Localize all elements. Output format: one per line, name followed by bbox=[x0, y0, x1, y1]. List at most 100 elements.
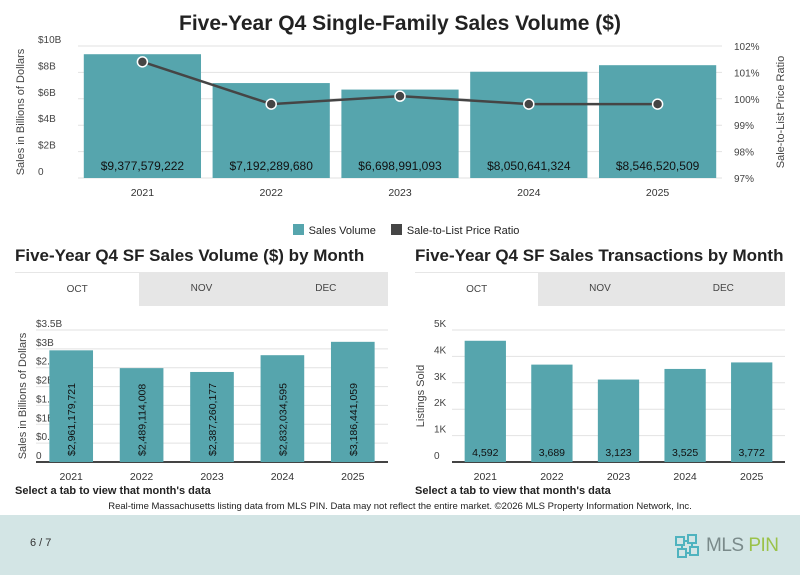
bar bbox=[341, 89, 459, 178]
y-tick-label: 5K bbox=[434, 319, 447, 330]
ratio-point bbox=[265, 98, 277, 110]
legend-label: Sales Volume bbox=[308, 225, 376, 237]
y-tick-label: $2B bbox=[38, 141, 56, 152]
main-chart-legend: Sales Volume Sale-to-List Price Ratio bbox=[0, 224, 800, 237]
x-tick-label: 2024 bbox=[517, 187, 541, 199]
tab-dec[interactable]: DEC bbox=[712, 283, 734, 294]
ratio-point bbox=[394, 90, 406, 102]
y-tick-label: $1B bbox=[36, 413, 54, 424]
y-tick-label: $6B bbox=[38, 88, 56, 99]
bar bbox=[531, 364, 573, 462]
y-right-tick-label: 98% bbox=[734, 148, 754, 159]
x-tick-label: 2023 bbox=[388, 187, 412, 199]
bar-data-label: $8,050,641,324 bbox=[487, 159, 571, 173]
y-right-tick-label: 100% bbox=[734, 95, 760, 106]
bar bbox=[598, 65, 717, 178]
volume-tab-hint: Select a tab to view that month's data bbox=[15, 485, 211, 497]
y-tick-label: $2.5B bbox=[36, 357, 62, 368]
y-axis-title: Listings Sold bbox=[415, 365, 427, 427]
bar-data-label: $2,489,114,008 bbox=[137, 384, 149, 456]
bar-data-label: $6,698,991,093 bbox=[358, 159, 442, 173]
y-right-tick-label: 102% bbox=[734, 42, 760, 53]
y-tick-label: $3B bbox=[36, 338, 54, 349]
x-tick-label: 2024 bbox=[271, 471, 295, 483]
bar-data-label: $2,387,260,177 bbox=[207, 383, 219, 456]
transactions-by-month-title: Five-Year Q4 SF Sales Transactions by Mo… bbox=[415, 246, 784, 265]
bar bbox=[731, 362, 773, 462]
y-tick-label: 0 bbox=[38, 167, 44, 178]
y-right-tick-label: 99% bbox=[734, 121, 754, 132]
bar bbox=[49, 350, 94, 462]
transactions-month-tabs: OCT NOV DEC bbox=[415, 272, 785, 306]
bar bbox=[119, 368, 164, 462]
bar-data-label: 4,592 bbox=[472, 447, 498, 459]
y-tick-label: $3.5B bbox=[36, 319, 62, 330]
x-tick-label: 2025 bbox=[740, 471, 764, 483]
x-tick-label: 2025 bbox=[341, 471, 365, 483]
tab-nov[interactable]: NOV bbox=[190, 283, 213, 294]
x-tick-label: 2022 bbox=[540, 471, 564, 483]
bar-data-label: $9,377,579,222 bbox=[101, 159, 185, 173]
y-right-axis-title: Sale-to-List Price Ratio bbox=[775, 56, 787, 169]
tab-oct[interactable]: OCT bbox=[415, 272, 539, 306]
mls-pin-logo: MLS PIN bbox=[672, 529, 792, 563]
bar-data-label: $3,186,441,059 bbox=[348, 383, 360, 456]
y-axis-title: Sales in Billions of Dollars bbox=[15, 48, 27, 175]
x-tick-label: 2024 bbox=[673, 471, 697, 483]
x-tick-label: 2022 bbox=[130, 471, 154, 483]
bar-data-label: 3,525 bbox=[672, 447, 698, 459]
y-right-tick-label: 97% bbox=[734, 174, 754, 185]
legend-label: Sale-to-List Price Ratio bbox=[406, 225, 520, 237]
y-tick-label: $2B bbox=[36, 376, 54, 387]
bar-data-label: $2,961,179,721 bbox=[66, 383, 78, 456]
y-tick-label: $1.5B bbox=[36, 394, 62, 405]
volume-month-tabs: OCT NOV DEC bbox=[15, 272, 388, 306]
y-tick-label: $0.5B bbox=[36, 432, 62, 443]
bar-data-label: 3,772 bbox=[739, 447, 765, 459]
x-tick-label: 2021 bbox=[131, 187, 155, 199]
bar-data-label: 3,689 bbox=[539, 447, 565, 459]
main-chart: 0 $2B $4B $6B $8B $10B Sales in Billions of Do… bbox=[15, 36, 787, 199]
y-tick-label: 0 bbox=[434, 451, 440, 462]
transactions-by-month-chart: 0 1K 2K 3K 4K 5K Listings Sold 2021 4,592 2022 3,6… bbox=[415, 319, 785, 483]
legend-swatch-ratio bbox=[390, 224, 402, 235]
y-tick-label: 1K bbox=[434, 425, 447, 436]
bar-data-label: $8,546,520,509 bbox=[616, 159, 700, 173]
page-indicator: 6 / 7 bbox=[30, 537, 52, 549]
y-right-tick-label: 101% bbox=[734, 68, 760, 79]
volume-by-month-chart: 0 $0.5B $1B $1.5B $2B $2.5B $3B $3.5B Sales in B… bbox=[17, 319, 388, 483]
bar bbox=[664, 368, 706, 462]
tab-nov[interactable]: NOV bbox=[589, 283, 611, 294]
y-axis-title: Sales in Billions of Dollars bbox=[17, 332, 29, 459]
y-tick-label: $8B bbox=[38, 61, 56, 72]
legend-swatch-sales-volume bbox=[292, 224, 304, 235]
footer: 6 / 7 MLS PIN bbox=[0, 515, 800, 575]
data-disclaimer: Real-time Massachusetts listing data fro… bbox=[108, 501, 692, 512]
tab-oct[interactable]: OCT bbox=[15, 272, 140, 306]
volume-by-month-title: Five-Year Q4 SF Sales Volume ($) by Mont… bbox=[15, 246, 365, 265]
y-tick-label: 0 bbox=[36, 451, 42, 462]
bar-data-label: $7,192,289,680 bbox=[229, 159, 313, 173]
bar-data-label: 3,123 bbox=[605, 447, 631, 459]
network-logo-icon bbox=[675, 534, 699, 558]
bar bbox=[330, 341, 375, 462]
tab-dec[interactable]: DEC bbox=[315, 283, 337, 294]
x-tick-label: 2021 bbox=[60, 471, 84, 483]
bar bbox=[260, 355, 305, 462]
bar bbox=[597, 379, 640, 462]
ratio-point bbox=[651, 98, 664, 110]
x-tick-label: 2023 bbox=[200, 471, 224, 483]
x-tick-label: 2023 bbox=[607, 471, 631, 483]
bar bbox=[190, 371, 234, 462]
bar bbox=[464, 340, 506, 462]
y-tick-label: $4B bbox=[38, 114, 56, 125]
ratio-point bbox=[523, 98, 535, 110]
x-tick-label: 2022 bbox=[260, 187, 284, 199]
x-tick-label: 2025 bbox=[646, 187, 670, 199]
main-chart-title: Five-Year Q4 Single-Family Sales Volume … bbox=[179, 12, 621, 35]
x-tick-label: 2021 bbox=[474, 471, 498, 483]
bar-data-label: $2,832,034,595 bbox=[277, 383, 289, 456]
transactions-tab-hint: Select a tab to view that month's data bbox=[415, 485, 611, 497]
bar bbox=[470, 71, 588, 178]
y-tick-label: 2K bbox=[434, 398, 447, 409]
